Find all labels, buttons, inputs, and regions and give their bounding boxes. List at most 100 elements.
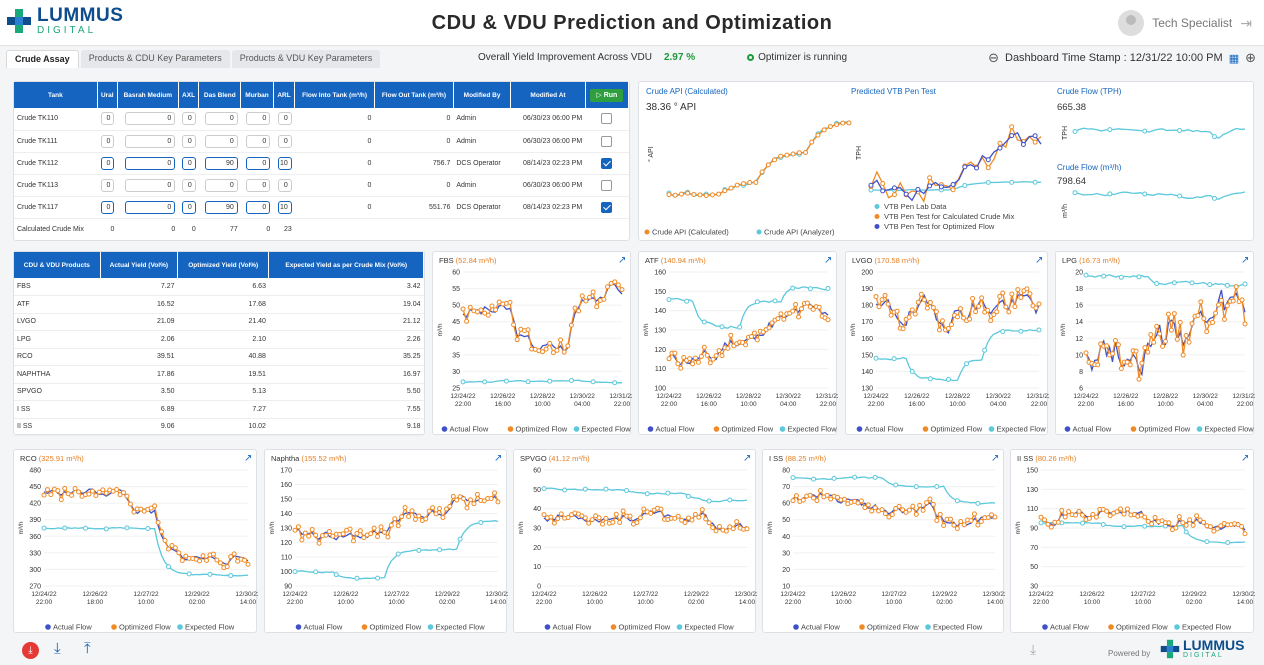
data-point bbox=[1180, 352, 1186, 358]
trend-icon[interactable]: ↗ bbox=[743, 453, 751, 464]
crude-pct-input[interactable]: 0 bbox=[124, 200, 176, 214]
lummus-logo[interactable]: LUMMUS DIGITAL bbox=[6, 6, 123, 36]
trend-icon[interactable]: ↗ bbox=[494, 453, 502, 464]
legend-label[interactable]: Optimized Flow bbox=[722, 425, 774, 434]
legend-label[interactable]: Optimized Flow bbox=[619, 623, 671, 632]
trend-icon[interactable]: ↗ bbox=[1035, 255, 1043, 266]
data-point bbox=[152, 503, 158, 509]
crude-pct-input[interactable]: 0 bbox=[182, 134, 196, 148]
crude-pct-input[interactable]: 0 bbox=[245, 112, 271, 126]
crude-pct-input[interactable]: 10 bbox=[277, 156, 292, 170]
legend-label[interactable]: Crude API (Calculated) bbox=[652, 228, 729, 237]
crude-pct-input[interactable]: 0 bbox=[124, 178, 176, 192]
legend-label[interactable]: Expected Flow bbox=[933, 623, 983, 632]
tank-checkbox[interactable] bbox=[601, 201, 613, 213]
trend-icon[interactable]: ↗ bbox=[824, 255, 832, 266]
calendar-icon[interactable]: ▦ bbox=[1228, 52, 1240, 65]
crude-pct-input[interactable]: 0 bbox=[277, 134, 292, 148]
crude-pct-input[interactable]: 0 bbox=[101, 134, 115, 148]
crude-pct-input[interactable]: 0 bbox=[245, 200, 271, 214]
trend-icon[interactable]: ↗ bbox=[244, 453, 252, 464]
crude-pct-input[interactable]: 0 bbox=[124, 156, 176, 170]
y-tick-label: 55 bbox=[452, 286, 460, 293]
legend-label[interactable]: Expected Flow bbox=[1182, 623, 1232, 632]
download-icon[interactable]: ⤓ bbox=[54, 640, 61, 657]
tab-crude-assay[interactable]: Crude Assay bbox=[6, 50, 79, 68]
crude-pct-input[interactable]: 0 bbox=[245, 178, 271, 192]
crude-pct-input[interactable]: 0 bbox=[101, 200, 115, 214]
legend-label[interactable]: Optimized Flow bbox=[1116, 623, 1168, 632]
legend-label[interactable]: VTB Pen Lab Data bbox=[884, 202, 947, 211]
legend-label[interactable]: Actual Flow bbox=[450, 425, 489, 434]
legend-label[interactable]: Optimized Flow bbox=[370, 623, 422, 632]
legend-label[interactable]: Actual Flow bbox=[1073, 425, 1112, 434]
trend-icon[interactable]: ↗ bbox=[1241, 453, 1249, 464]
user-menu[interactable]: Tech Specialist ⇥ bbox=[1118, 10, 1252, 36]
crude-pct-input[interactable]: 0 bbox=[182, 112, 196, 126]
tank-checkbox[interactable] bbox=[601, 135, 613, 147]
crude-pct-input[interactable]: 0 bbox=[182, 200, 196, 214]
crude-pct-input[interactable]: 0 bbox=[182, 156, 196, 170]
crude-pct-input[interactable]: 0 bbox=[101, 178, 115, 192]
crude-pct-input[interactable]: 0 bbox=[124, 134, 176, 148]
legend-label[interactable]: Expected Flow bbox=[582, 425, 632, 434]
trend-icon[interactable]: ↗ bbox=[991, 453, 999, 464]
legend-label[interactable]: Expected Flow bbox=[185, 623, 235, 632]
legend-label[interactable]: Expected Flow bbox=[1205, 425, 1255, 434]
crude-pct-input[interactable]: 0 bbox=[204, 134, 238, 148]
tab-products-cdu[interactable]: Products & CDU Key Parameters bbox=[80, 50, 230, 68]
crude-pct-input[interactable]: 90 bbox=[204, 156, 238, 170]
prev-arrow-icon[interactable]: ⊖ bbox=[988, 50, 999, 65]
tank-checkbox[interactable] bbox=[601, 157, 613, 169]
x-tick-label: 12/29/22 bbox=[932, 591, 958, 598]
crude-pct-input[interactable]: 90 bbox=[204, 200, 238, 214]
crude-pct-input[interactable]: 0 bbox=[101, 112, 115, 126]
crude-pct-input[interactable]: 10 bbox=[277, 200, 292, 214]
legend-label[interactable]: Expected Flow bbox=[685, 623, 735, 632]
legend-label[interactable]: Expected Flow bbox=[788, 425, 838, 434]
crude-pct-input[interactable]: 0 bbox=[245, 156, 271, 170]
run-button[interactable]: ▷ Run bbox=[590, 89, 624, 102]
y-tick-label: 14 bbox=[1075, 319, 1083, 326]
data-point bbox=[565, 515, 571, 521]
legend-label[interactable]: Actual Flow bbox=[801, 623, 840, 632]
download-pdf-icon[interactable]: ⤓ bbox=[22, 642, 39, 659]
legend-label[interactable]: Actual Flow bbox=[1050, 623, 1089, 632]
crude-pct-input[interactable]: 0 bbox=[277, 178, 292, 192]
legend-label[interactable]: Actual Flow bbox=[865, 425, 904, 434]
legend-label[interactable]: Actual Flow bbox=[304, 623, 343, 632]
logout-icon[interactable]: ⇥ bbox=[1240, 14, 1252, 31]
legend-label[interactable]: Optimized Flow bbox=[931, 425, 983, 434]
legend-label[interactable]: Expected Flow bbox=[436, 623, 486, 632]
crude-pct-input[interactable]: 0 bbox=[124, 112, 176, 126]
legend-label[interactable]: Actual Flow bbox=[53, 623, 92, 632]
tab-products-vdu[interactable]: Products & VDU Key Parameters bbox=[231, 50, 381, 68]
legend-label[interactable]: Expected Flow bbox=[997, 425, 1047, 434]
crude-pct-input[interactable]: 0 bbox=[101, 156, 115, 170]
expected-flow-series bbox=[873, 327, 1042, 382]
legend-label[interactable]: VTB Pen Test for Calculated Crude Mix bbox=[884, 212, 1015, 221]
legend-label[interactable]: Optimized Flow bbox=[516, 425, 568, 434]
tank-checkbox[interactable] bbox=[601, 179, 613, 191]
legend-label[interactable]: Crude API (Analyzer) bbox=[764, 228, 835, 237]
crude-flow-tph-value: 665.38 bbox=[1057, 102, 1086, 113]
export-icon[interactable]: ⤓ bbox=[1030, 641, 1037, 657]
trend-icon[interactable]: ↗ bbox=[1241, 255, 1249, 266]
crude-pct-input[interactable]: 0 bbox=[204, 178, 238, 192]
legend-label[interactable]: Actual Flow bbox=[656, 425, 695, 434]
trend-icon[interactable]: ↗ bbox=[618, 255, 626, 266]
legend-label[interactable]: Actual Flow bbox=[553, 623, 592, 632]
legend-label[interactable]: Optimized Flow bbox=[119, 623, 171, 632]
legend-label[interactable]: Optimized Flow bbox=[867, 623, 919, 632]
crude-pct-input[interactable]: 0 bbox=[277, 112, 292, 126]
legend-label[interactable]: Optimized Flow bbox=[1139, 425, 1191, 434]
avatar[interactable] bbox=[1118, 10, 1145, 36]
crude-pct-input[interactable]: 0 bbox=[245, 134, 271, 148]
crude-pct-input[interactable]: 0 bbox=[182, 178, 196, 192]
legend-label[interactable]: VTB Pen Test for Optimized Flow bbox=[884, 222, 995, 231]
upload-icon[interactable]: ⤒ bbox=[84, 640, 91, 657]
tank-checkbox[interactable] bbox=[601, 113, 613, 125]
next-arrow-icon[interactable]: ⊕ bbox=[1245, 50, 1256, 65]
crude-pct-input[interactable]: 0 bbox=[204, 112, 238, 126]
y-tick-label: 130 bbox=[654, 328, 666, 335]
